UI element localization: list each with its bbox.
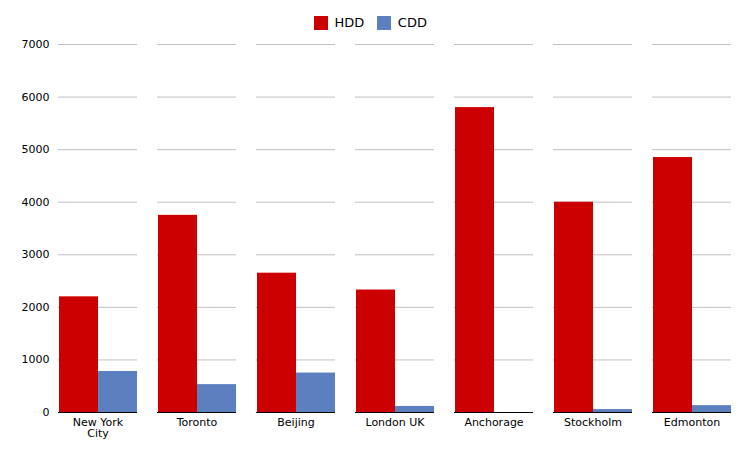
svg-text:Anchorage: Anchorage [464, 416, 523, 429]
svg-text:Toronto: Toronto [176, 416, 218, 429]
svg-text:2000: 2000 [22, 301, 50, 314]
svg-text:1000: 1000 [22, 353, 50, 366]
svg-text:London UK: London UK [365, 416, 425, 429]
svg-text:7000: 7000 [22, 38, 50, 51]
svg-text:New YorkCity: New YorkCity [73, 416, 124, 440]
svg-text:Beijing: Beijing [277, 416, 314, 429]
svg-text:Stockholm: Stockholm [564, 416, 622, 429]
svg-text:Edmonton: Edmonton [664, 416, 720, 429]
svg-text:6000: 6000 [22, 91, 50, 104]
svg-text:5000: 5000 [22, 143, 50, 156]
svg-text:4000: 4000 [22, 196, 50, 209]
html-text:CDD: CDD [397, 15, 427, 30]
html-text:HDD: HDD [334, 15, 365, 30]
svg-text:3000: 3000 [22, 248, 50, 261]
svg-text:0: 0 [43, 406, 50, 419]
